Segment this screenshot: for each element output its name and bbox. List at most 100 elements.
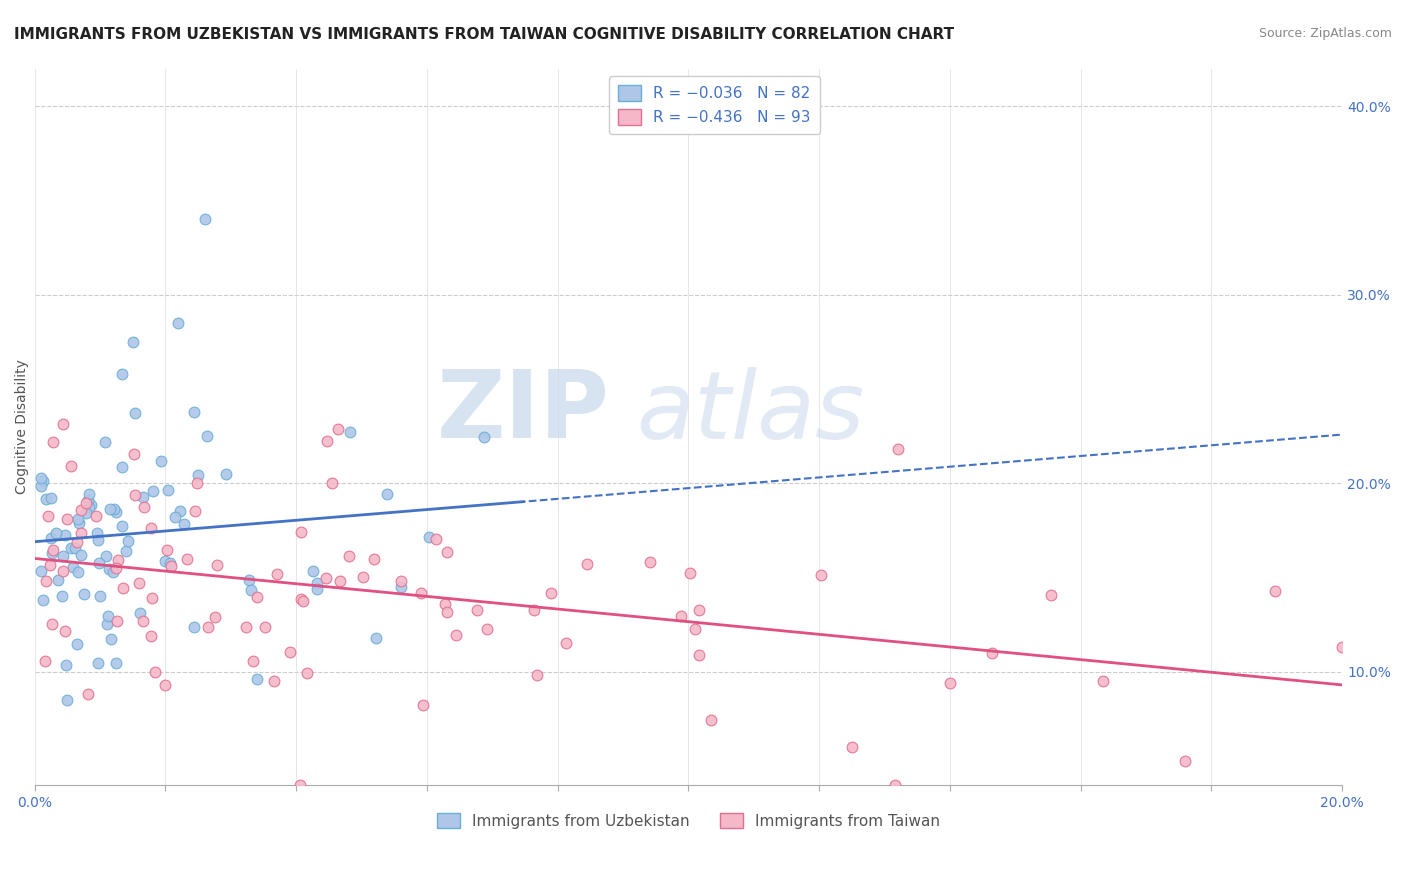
- Point: [526, 668, 548, 682]
- Point: [105, 615, 128, 629]
- Point: [41, 546, 63, 560]
- Point: [62, 560, 84, 574]
- Point: [101, 566, 124, 580]
- Point: [245, 672, 267, 686]
- Point: [290, 591, 312, 606]
- Text: atlas: atlas: [636, 367, 865, 458]
- Point: [540, 585, 562, 599]
- Point: [205, 558, 228, 573]
- Point: [412, 698, 434, 712]
- Point: [364, 631, 387, 645]
- Point: [193, 212, 215, 227]
- Point: [688, 648, 710, 663]
- Point: [100, 632, 122, 646]
- Point: [352, 570, 374, 584]
- Point: [32, 474, 55, 488]
- Point: [1331, 640, 1354, 654]
- Point: [238, 573, 260, 587]
- Point: [173, 517, 195, 532]
- Point: [204, 610, 226, 624]
- Point: [389, 574, 412, 589]
- Point: [98, 501, 121, 516]
- Point: [89, 556, 111, 570]
- Point: [700, 713, 723, 727]
- Point: [73, 586, 96, 600]
- Point: [253, 620, 276, 634]
- Point: [187, 468, 209, 483]
- Point: [114, 544, 136, 558]
- Point: [121, 334, 143, 349]
- Point: [80, 498, 103, 512]
- Point: [97, 608, 120, 623]
- Point: [981, 646, 1004, 660]
- Point: [142, 483, 165, 498]
- Point: [841, 740, 863, 755]
- Point: [810, 568, 832, 582]
- Point: [153, 554, 176, 568]
- Y-axis label: Cognitive Disability: Cognitive Disability: [15, 359, 30, 494]
- Point: [39, 558, 62, 572]
- Point: [235, 620, 257, 634]
- Point: [1174, 754, 1197, 768]
- Point: [129, 607, 152, 621]
- Point: [688, 603, 710, 617]
- Point: [52, 417, 75, 431]
- Point: [186, 476, 208, 491]
- Point: [66, 535, 89, 549]
- Point: [337, 549, 360, 563]
- Point: [1091, 673, 1114, 688]
- Point: [86, 526, 108, 541]
- Point: [63, 541, 86, 556]
- Point: [195, 428, 218, 442]
- Point: [41, 617, 63, 632]
- Point: [436, 605, 458, 619]
- Point: [290, 525, 312, 540]
- Point: [94, 549, 117, 563]
- Point: [886, 442, 908, 457]
- Point: [339, 425, 361, 439]
- Point: [184, 504, 207, 518]
- Point: [56, 693, 79, 707]
- Point: [55, 658, 77, 673]
- Point: [41, 434, 63, 449]
- Point: [160, 559, 183, 574]
- Point: [94, 435, 117, 450]
- Point: [111, 459, 134, 474]
- Point: [103, 501, 125, 516]
- Point: [70, 502, 93, 516]
- Point: [169, 504, 191, 518]
- Point: [53, 624, 76, 639]
- Point: [41, 531, 63, 545]
- Point: [167, 316, 190, 330]
- Point: [329, 574, 352, 588]
- Point: [363, 552, 385, 566]
- Legend: Immigrants from Uzbekistan, Immigrants from Taiwan: Immigrants from Uzbekistan, Immigrants f…: [430, 806, 946, 835]
- Point: [638, 555, 661, 569]
- Point: [111, 581, 134, 595]
- Point: [176, 552, 198, 566]
- Point: [433, 597, 456, 611]
- Point: [141, 629, 163, 643]
- Point: [105, 561, 128, 575]
- Point: [938, 676, 960, 690]
- Point: [75, 506, 97, 520]
- Point: [302, 565, 325, 579]
- Point: [75, 496, 97, 510]
- Point: [575, 557, 598, 571]
- Point: [263, 674, 285, 689]
- Point: [52, 564, 75, 578]
- Point: [46, 574, 69, 588]
- Point: [246, 590, 269, 604]
- Point: [70, 525, 93, 540]
- Point: [523, 603, 546, 617]
- Point: [315, 571, 337, 585]
- Point: [671, 608, 693, 623]
- Point: [30, 470, 52, 484]
- Point: [60, 541, 83, 555]
- Point: [107, 553, 129, 567]
- Point: [411, 585, 433, 599]
- Point: [157, 483, 180, 497]
- Point: [183, 405, 205, 419]
- Point: [76, 687, 98, 701]
- Point: [883, 778, 905, 792]
